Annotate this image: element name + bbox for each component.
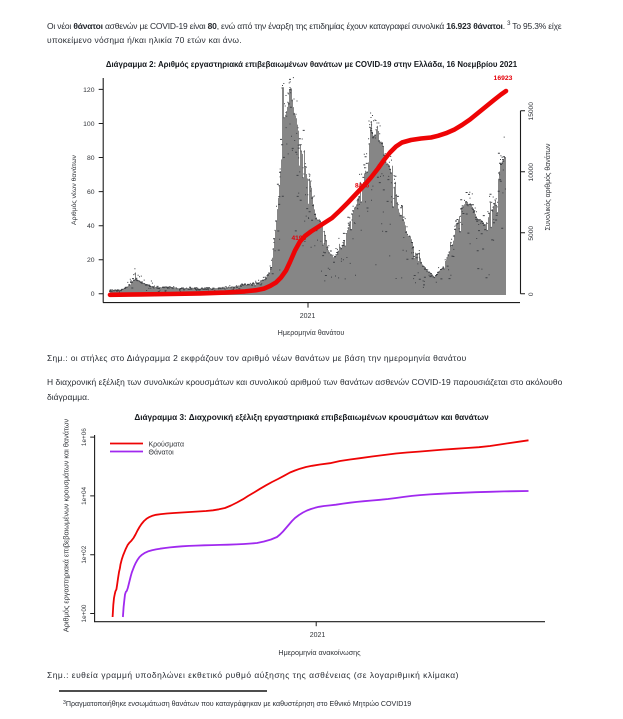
svg-text:2021: 2021: [300, 313, 316, 320]
svg-text:1e+06: 1e+06: [81, 428, 88, 446]
svg-text:40: 40: [87, 223, 95, 230]
svg-text:15000: 15000: [528, 102, 535, 121]
svg-text:Θάνατοι: Θάνατοι: [149, 449, 175, 457]
svg-text:100: 100: [83, 121, 95, 128]
svg-text:5000: 5000: [528, 226, 535, 241]
svg-text:0: 0: [91, 291, 95, 298]
svg-text:20: 20: [87, 257, 95, 264]
svg-text:80: 80: [87, 155, 95, 162]
svg-text:Ημερομηνία ανακοίνωσης: Ημερομηνία ανακοίνωσης: [278, 648, 361, 657]
svg-text:Αριθμός εργαστηριακά επιβεβαιω: Αριθμός εργαστηριακά επιβεβαιωμένων κρου…: [62, 419, 71, 633]
svg-text:1e+02: 1e+02: [81, 545, 88, 563]
svg-text:2021: 2021: [310, 632, 326, 639]
svg-text:0: 0: [528, 292, 535, 296]
svg-text:1e+00: 1e+00: [81, 604, 88, 622]
svg-text:16923: 16923: [494, 75, 513, 82]
svg-text:Αριθμός νέων θανάτων: Αριθμός νέων θανάτων: [70, 154, 78, 225]
svg-text:60: 60: [87, 189, 95, 196]
svg-text:10000: 10000: [528, 163, 535, 182]
svg-text:1e+04: 1e+04: [81, 486, 88, 504]
svg-text:Ημερομηνία θανάτου: Ημερομηνία θανάτου: [278, 328, 345, 337]
svg-text:120: 120: [83, 87, 95, 94]
svg-text:4193: 4193: [292, 235, 307, 242]
svg-text:Συνολικός αριθμός θανάτων: Συνολικός αριθμός θανάτων: [544, 143, 552, 230]
svg-text:Κρούσματα: Κρούσματα: [149, 441, 185, 449]
